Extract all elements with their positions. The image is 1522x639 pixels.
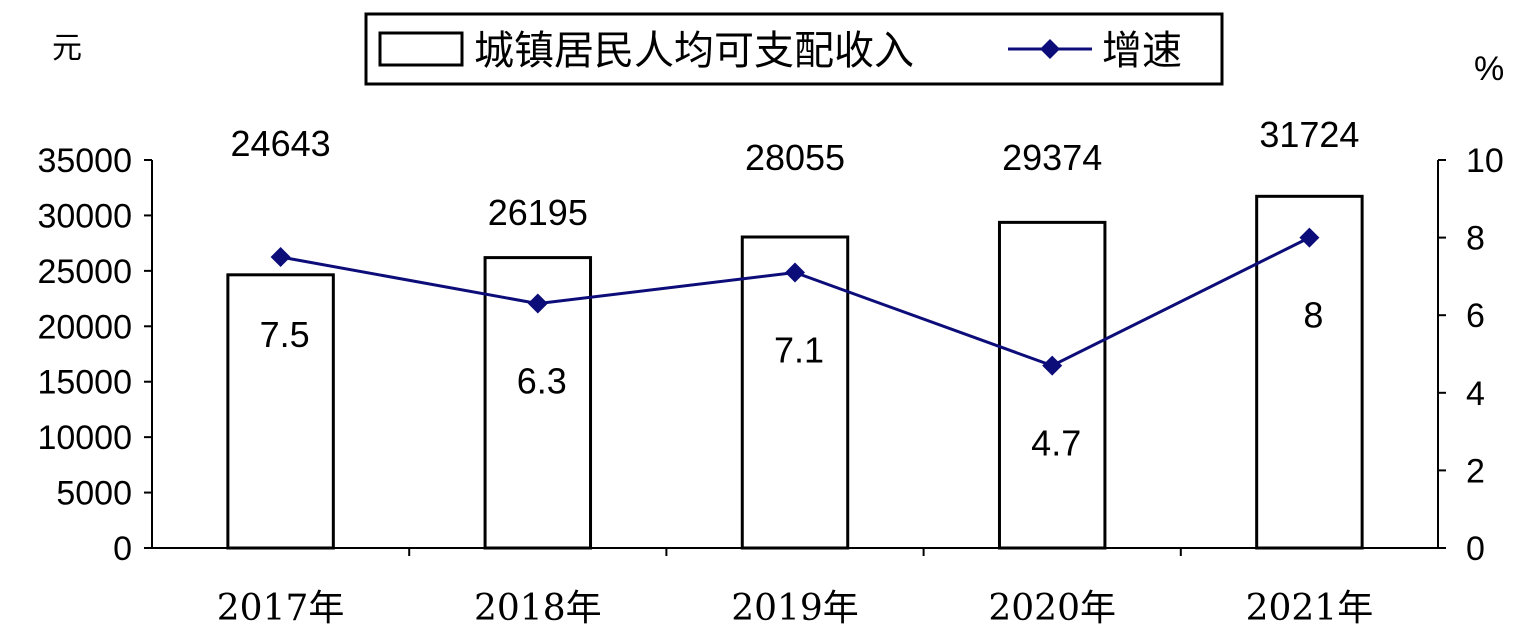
right-tick-label: 2 bbox=[1466, 452, 1485, 490]
bar-value-labels: 24643 26195 28055 29374 31724 bbox=[231, 114, 1360, 233]
right-tick-label: 0 bbox=[1466, 530, 1485, 568]
growth-point bbox=[270, 247, 291, 267]
income-bar bbox=[1255, 194, 1364, 550]
income-bar bbox=[740, 235, 850, 550]
bar-series bbox=[226, 194, 1364, 550]
left-axis-unit: 元 bbox=[52, 31, 82, 66]
income-bar-value-label: 26195 bbox=[488, 192, 588, 233]
left-axis-ticks: 0 5000 10000 15000 20000 25000 30000 35000 bbox=[37, 142, 152, 568]
legend-bar-swatch bbox=[378, 31, 464, 67]
growth-value-label: 7.5 bbox=[260, 314, 310, 355]
legend-line-label: 增速 bbox=[1102, 28, 1182, 74]
x-category-label: 2020年 bbox=[988, 588, 1116, 629]
left-tick-label: 30000 bbox=[37, 197, 132, 235]
x-category-label: 2021年 bbox=[1246, 588, 1374, 629]
growth-value-label: 4.7 bbox=[1031, 423, 1081, 464]
right-tick-label: 6 bbox=[1466, 297, 1485, 335]
left-tick-label: 0 bbox=[113, 530, 132, 568]
left-tick-label: 25000 bbox=[37, 253, 132, 291]
right-tick-label: 8 bbox=[1466, 220, 1485, 258]
growth-value-label: 8 bbox=[1303, 295, 1323, 336]
right-axis-ticks: 0 2 4 6 8 10 bbox=[1438, 142, 1504, 568]
right-tick-label: 10 bbox=[1466, 142, 1504, 180]
x-category-label: 2019年 bbox=[731, 588, 859, 629]
right-tick-label: 4 bbox=[1466, 375, 1485, 413]
right-axis-unit: % bbox=[1474, 50, 1504, 88]
left-tick-label: 15000 bbox=[37, 364, 132, 402]
x-axis-ticks: 2017年 2018年 2019年 2020年 2021年 bbox=[217, 548, 1373, 629]
income-bar-value-label: 24643 bbox=[231, 123, 331, 164]
x-category-label: 2017年 bbox=[217, 588, 345, 629]
left-tick-label: 10000 bbox=[37, 419, 132, 457]
income-bar-value-label: 29374 bbox=[1002, 137, 1102, 178]
income-bar bbox=[997, 220, 1107, 550]
income-bar-value-label: 31724 bbox=[1259, 114, 1359, 155]
growth-point bbox=[1299, 227, 1320, 248]
legend: 城镇居民人均可支配收入 增速 bbox=[364, 12, 1224, 86]
legend-diamond-marker bbox=[1040, 39, 1060, 59]
left-tick-label: 20000 bbox=[37, 308, 132, 346]
growth-point bbox=[785, 262, 805, 283]
line-series bbox=[270, 227, 1320, 376]
left-tick-label: 35000 bbox=[37, 142, 132, 180]
legend-bar-label: 城镇居民人均可支配收入 bbox=[474, 28, 914, 74]
line-value-labels: 7.5 6.3 7.1 4.7 8 bbox=[260, 295, 1324, 464]
growth-value-label: 7.1 bbox=[774, 330, 824, 371]
growth-point bbox=[1042, 355, 1063, 376]
income-bar-value-label: 28055 bbox=[745, 137, 845, 178]
growth-point bbox=[527, 293, 548, 314]
income-bar bbox=[226, 273, 335, 550]
left-tick-label: 5000 bbox=[56, 475, 132, 513]
x-category-label: 2018年 bbox=[474, 588, 602, 629]
growth-value-label: 6.3 bbox=[517, 361, 567, 402]
